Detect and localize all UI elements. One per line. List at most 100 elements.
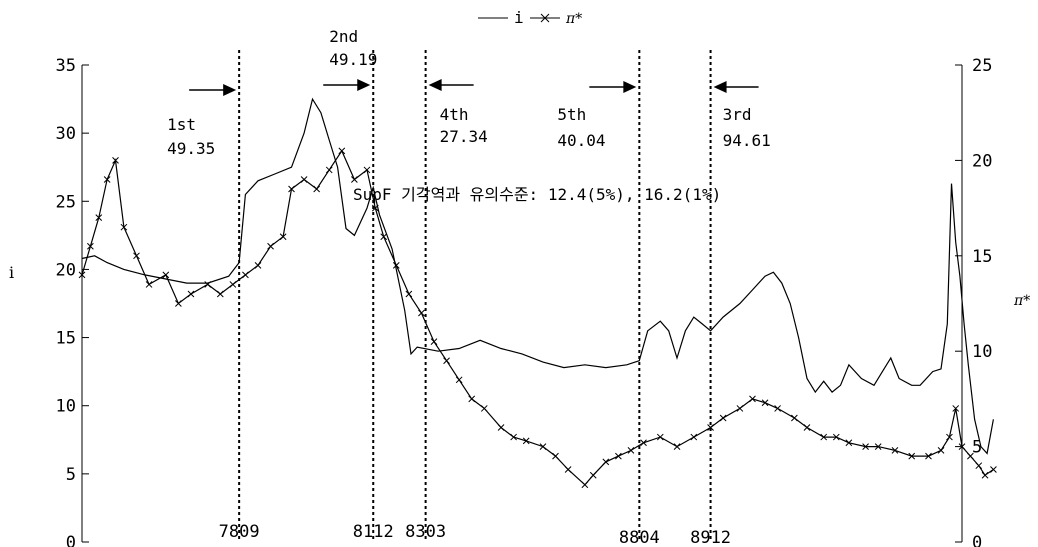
series-pi-marker	[589, 471, 597, 479]
series-pi-marker	[162, 271, 170, 279]
series-pi-marker	[300, 176, 308, 183]
series-pi-marker	[468, 395, 476, 403]
left-tick-label: 35	[56, 56, 76, 76]
break-order-label: 4th	[440, 105, 469, 124]
series-pi-marker	[112, 157, 119, 164]
series-pi-marker	[761, 399, 769, 407]
series-pi-marker	[862, 443, 869, 450]
legend-pi-label: π*	[565, 11, 582, 27]
series-pi-marker	[564, 466, 572, 473]
break-date-label: 7809	[219, 522, 260, 542]
series-pi-marker	[430, 338, 438, 346]
series-pi-marker	[380, 233, 388, 241]
break-arrow-head	[357, 79, 371, 91]
break-order-label: 1st	[167, 115, 196, 134]
series-pi-marker	[937, 447, 945, 454]
legend: i π*	[478, 8, 582, 27]
series-lines	[78, 97, 997, 489]
series-pi-marker	[602, 458, 610, 466]
series-pi-marker	[581, 481, 589, 489]
break-order-label: 2nd	[329, 27, 358, 46]
series-pi-marker	[497, 424, 505, 431]
series-pi-marker	[774, 405, 781, 412]
series-pi-marker	[749, 395, 756, 403]
series-pi-marker	[229, 281, 237, 288]
series-pi-marker	[480, 405, 488, 412]
legend-i-label: i	[514, 8, 524, 27]
legend-pi-marker	[540, 13, 550, 23]
series-pi-marker	[908, 452, 916, 460]
axes: 0 5 10 15 20 25 30 35 0 5 10 15 20 25	[56, 56, 993, 547]
series-pi-marker	[455, 376, 463, 384]
series-pi-marker	[363, 166, 371, 174]
series-pi-marker	[288, 185, 295, 193]
right-tick-label: 0	[972, 533, 982, 547]
supf-note: SupF 기각역과 유의수준: 12.4(5%), 16.2(1%)	[353, 185, 721, 204]
right-tick-label: 20	[972, 151, 992, 171]
series-pi-marker	[874, 443, 882, 450]
series-pi-marker	[405, 290, 413, 298]
series-pi-marker	[392, 261, 400, 269]
series-pi-marker	[803, 424, 811, 431]
break-date-label: 8804	[619, 528, 660, 547]
left-axis-title: i	[9, 263, 14, 282]
series-pi-marker	[539, 443, 547, 450]
series-pi-marker	[832, 433, 840, 441]
series-pi-marker	[719, 414, 727, 422]
series-pi-marker	[204, 281, 212, 288]
series-pi-marker	[958, 443, 966, 450]
left-tick-label: 10	[56, 397, 76, 417]
series-pi-marker	[216, 290, 224, 298]
break-stat-label: 49.35	[167, 139, 215, 158]
series-pi-marker	[175, 300, 182, 307]
series-pi-marker	[313, 185, 321, 193]
series-pi-marker	[673, 443, 681, 450]
series-pi-marker	[791, 414, 798, 422]
series-pi-marker	[627, 447, 635, 454]
break-order-label: 5th	[557, 105, 586, 124]
series-pi-marker	[325, 166, 333, 174]
right-axis-title: π*	[1013, 293, 1030, 309]
series-pi-marker	[103, 176, 111, 183]
series-pi-marker	[975, 462, 983, 470]
series-pi-marker	[690, 433, 698, 441]
series-pi-marker	[845, 439, 853, 447]
left-tick-label: 30	[56, 124, 76, 144]
series-pi-marker	[656, 433, 664, 441]
series-pi-marker	[967, 452, 974, 460]
break-markers: 1st 49.35 7809 2nd 49.19 8112 4th 27.34 8303 5th 4…	[167, 27, 771, 547]
break-arrow-head	[428, 79, 442, 91]
series-pi-marker	[990, 466, 997, 473]
series-pi-marker	[552, 452, 559, 460]
series-pi-marker	[279, 233, 287, 241]
left-tick-label: 25	[56, 192, 76, 212]
right-tick-label: 5	[972, 438, 982, 458]
series-pi-marker	[820, 433, 828, 441]
break-arrow-head	[223, 84, 237, 96]
series-pi-marker	[95, 214, 103, 221]
series-pi-marker	[952, 405, 960, 412]
break-stat-label: 27.34	[440, 127, 488, 146]
series-pi-marker	[981, 471, 989, 479]
series-i-line	[81, 97, 994, 455]
series-pi-marker	[522, 437, 530, 445]
left-tick-label: 20	[56, 260, 76, 280]
break-date-label: 8303	[405, 522, 446, 542]
series-pi-marker	[640, 439, 647, 447]
series-pi-marker	[242, 271, 249, 279]
series-pi-marker	[267, 242, 274, 250]
left-tick-label: 5	[66, 465, 76, 485]
series-pi-marker	[510, 433, 517, 441]
break-stat-label: 94.61	[723, 131, 771, 150]
series-pi-marker	[338, 147, 346, 155]
series-pi-marker	[78, 271, 86, 279]
series-pi-marker	[87, 242, 94, 250]
series-pi-marker	[120, 223, 128, 231]
right-tick-label: 15	[972, 247, 992, 267]
series-pi-marker	[418, 309, 425, 317]
series-pi-marker	[351, 176, 358, 183]
break-order-label: 3rd	[723, 105, 752, 124]
break-stat-label: 40.04	[557, 131, 605, 150]
series-pi-marker	[615, 452, 622, 460]
